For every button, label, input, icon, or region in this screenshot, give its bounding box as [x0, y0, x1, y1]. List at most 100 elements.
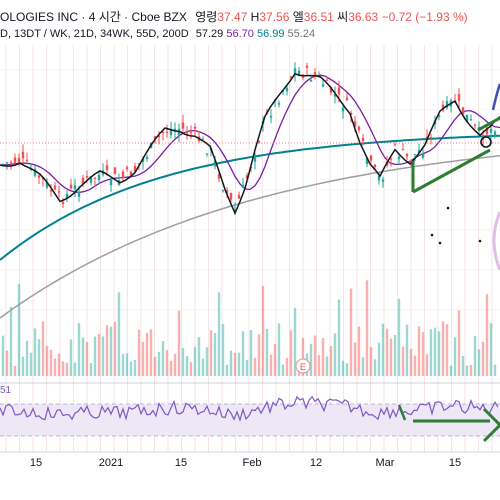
- indicator-params[interactable]: D, 13DT / WK, 21D, 34WK, 55D, 200D: [0, 28, 189, 40]
- volume-bar: [453, 337, 457, 376]
- candle-body: [393, 144, 397, 146]
- candle-body: [233, 209, 237, 211]
- volume-bar: [5, 350, 9, 376]
- low-label: 엘: [292, 10, 304, 24]
- x-tick-label: 2021: [99, 457, 123, 469]
- low-value: 36.51: [303, 10, 334, 24]
- edge-purple-curve: [491, 83, 500, 111]
- volume-bar: [197, 337, 201, 376]
- x-axis-labels[interactable]: 15 2021 15 Feb 12 Mar 15: [30, 457, 461, 469]
- interval-label[interactable]: 4 시간: [88, 10, 121, 24]
- symbol-title[interactable]: OLOGIES INC: [0, 10, 79, 24]
- volume-bar: [421, 332, 425, 376]
- volume-bar: [289, 330, 293, 376]
- volume-bar: [461, 356, 465, 376]
- candle-body: [205, 153, 209, 155]
- volume-bar: [89, 363, 93, 376]
- volume-bar: [29, 352, 33, 376]
- volume-bar: [21, 356, 25, 376]
- volume-bar: [77, 323, 81, 376]
- volume-bar: [17, 283, 21, 376]
- candle-body: [489, 129, 493, 133]
- volume-bar: [373, 359, 377, 376]
- osc-trendline-arrow: [482, 407, 500, 427]
- volume-bar: [405, 324, 409, 376]
- circle-marker: [480, 136, 492, 148]
- volume-bar: [185, 356, 189, 376]
- candle-body: [109, 179, 113, 186]
- volume-bar: [37, 339, 41, 376]
- candle-body: [337, 87, 341, 95]
- volume-bar: [121, 354, 125, 376]
- volume-bar: [65, 362, 69, 376]
- candle-body: [493, 131, 497, 138]
- candle-body: [213, 160, 217, 167]
- candle-body: [421, 153, 425, 158]
- candle-body: [217, 174, 221, 179]
- candle-body: [405, 153, 409, 157]
- dot-marker: [478, 239, 482, 243]
- volume-bar: [269, 354, 273, 376]
- volume-bar: [341, 360, 345, 376]
- candle-body: [285, 87, 289, 92]
- candle-body: [373, 164, 377, 168]
- symbol-legend[interactable]: OLOGIES INC · 4 시간 · Cboe BZX 영령37.47 H3…: [0, 8, 468, 25]
- volume-bar: [125, 353, 129, 376]
- trendline-top: [477, 116, 500, 132]
- candle-body: [77, 191, 81, 197]
- volume-bar: [229, 350, 233, 376]
- candle-body: [53, 185, 57, 190]
- volume-bar: [33, 328, 37, 376]
- candle-body: [121, 171, 125, 178]
- change-value: −0.72 (−1.93 %): [381, 10, 468, 24]
- candle-body: [225, 190, 229, 194]
- candle-body: [161, 131, 165, 134]
- candle-body: [253, 155, 257, 162]
- earnings-event-marker[interactable]: E: [295, 358, 311, 374]
- volume-bar: [353, 342, 357, 376]
- volume-bar: [445, 324, 449, 376]
- volume-bar: [41, 321, 45, 376]
- volume-bar: [153, 356, 157, 376]
- candle-body: [417, 150, 421, 153]
- candle-body: [165, 131, 169, 133]
- candle-body: [37, 175, 41, 178]
- candle-body: [241, 184, 245, 188]
- volume-bar: [473, 335, 477, 376]
- candle-body: [93, 177, 97, 179]
- volume-bar: [261, 285, 265, 376]
- trendline-upper: [412, 148, 491, 194]
- volume-bar: [313, 335, 317, 376]
- volume-bar: [393, 334, 397, 376]
- osc-trendline-left: [397, 404, 407, 421]
- volume-bar: [97, 333, 101, 376]
- candle-body: [369, 155, 373, 161]
- ma-13d-line: [0, 73, 500, 216]
- volume-bar: [493, 364, 497, 376]
- candle-body: [353, 121, 357, 127]
- volume-bar: [81, 337, 85, 376]
- candle-body: [9, 162, 13, 164]
- candle-body: [229, 193, 233, 200]
- candle-body: [141, 158, 145, 162]
- volume-bar: [273, 344, 277, 376]
- candle-body: [325, 79, 329, 81]
- candle-body: [313, 72, 317, 77]
- candle-body: [269, 115, 273, 118]
- indicator-legend[interactable]: D, 13DT / WK, 21D, 34WK, 55D, 200D 57.29…: [0, 28, 315, 40]
- candle-body: [397, 156, 401, 160]
- candle-body: [361, 137, 365, 142]
- volume-bar: [193, 347, 197, 376]
- candle-body: [477, 127, 481, 129]
- candle-body: [429, 136, 433, 139]
- candle-body: [409, 159, 413, 163]
- volume-bar: [149, 329, 153, 376]
- volume-bar: [165, 350, 169, 376]
- volume-bar: [485, 294, 489, 376]
- candle-body: [437, 114, 441, 117]
- volume-bar: [57, 353, 61, 376]
- volume-bar: [201, 358, 205, 376]
- volume-bar: [481, 341, 485, 376]
- candle-body: [309, 79, 313, 82]
